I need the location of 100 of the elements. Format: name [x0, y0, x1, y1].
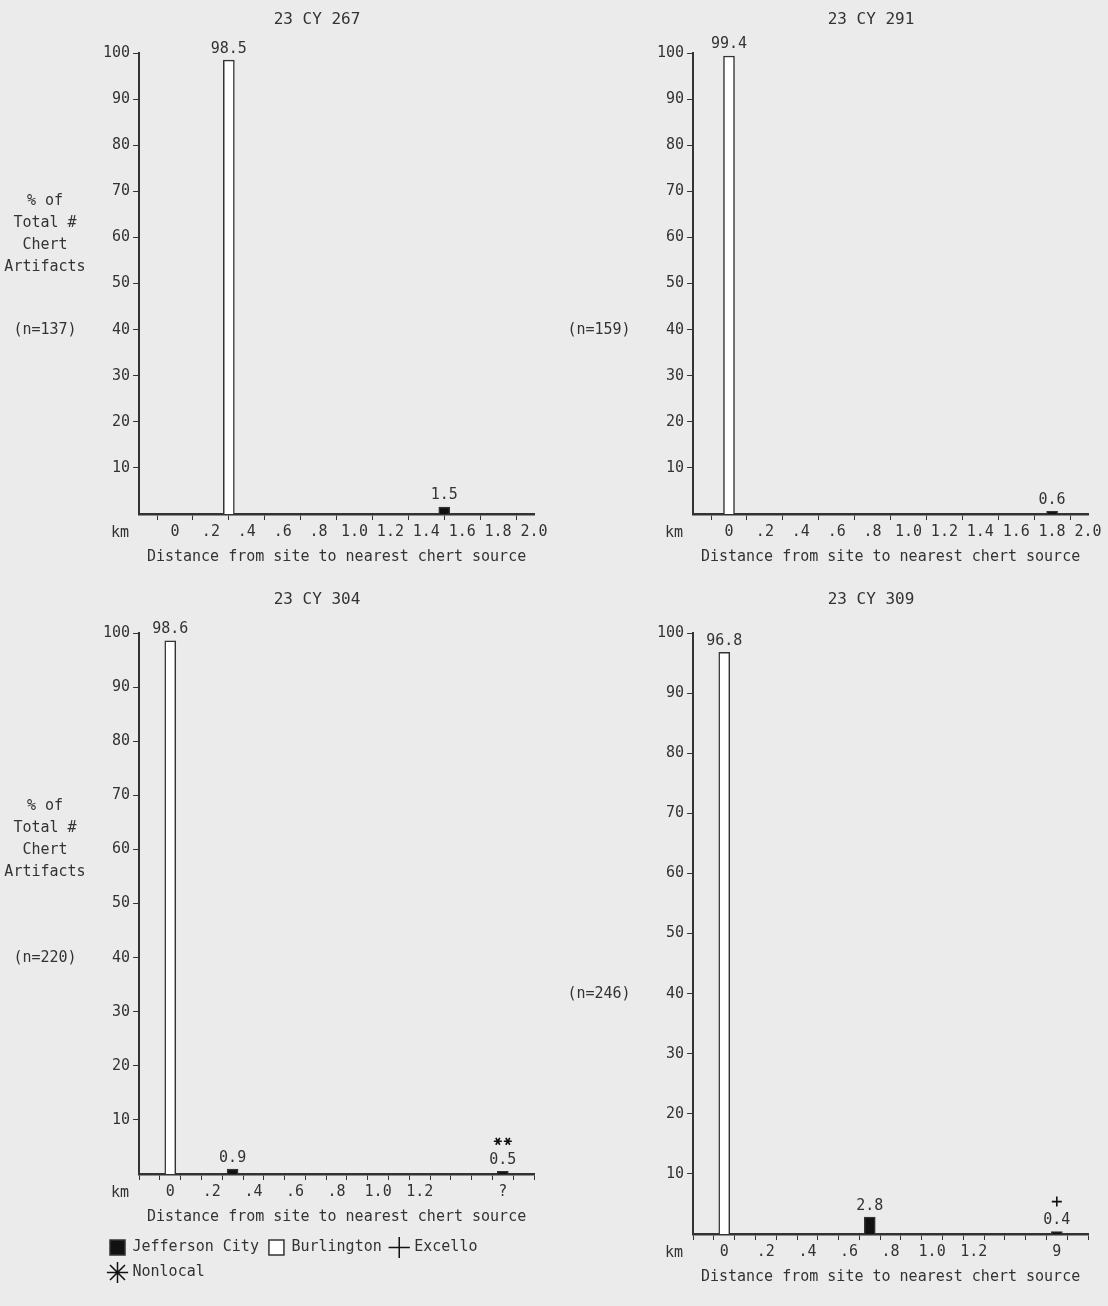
text: (n=159)	[567, 319, 631, 338]
x-tick-label: 1.0	[894, 521, 923, 540]
x-tick-label: 1.0	[340, 521, 369, 540]
data-label: 99.4	[710, 34, 748, 53]
y-tick-label: 10	[112, 1109, 131, 1128]
data-label: 0.9	[219, 1147, 247, 1166]
x-tick-label: 1.6	[1002, 521, 1030, 540]
x-tick-label: .4	[237, 521, 256, 540]
legend-label: Burlington	[291, 1237, 382, 1256]
x-tick-label: 1.4	[412, 521, 440, 540]
text: km	[111, 523, 130, 542]
y-tick-label: 50	[112, 893, 131, 912]
x-tick-label: 1.8	[484, 521, 512, 540]
x-tick-label: 1.2	[960, 1241, 988, 1260]
x-tick-label: 0	[719, 1241, 729, 1260]
text: km	[665, 523, 684, 542]
y-tick-label: 70	[666, 803, 685, 822]
y-tick-label: 50	[112, 273, 131, 292]
y-tick-label: 30	[112, 1001, 131, 1020]
x-tick-label: 1.4	[966, 521, 994, 540]
y-tick-label: 90	[112, 677, 131, 696]
x-tick-label: .2	[201, 521, 220, 540]
x-tick-label: 0	[724, 521, 734, 540]
x-tick-label: .2	[202, 1181, 221, 1200]
chart-title: 23 CY 309	[827, 588, 915, 608]
x-tick-label: 1.8	[1038, 521, 1066, 540]
chart-title: 23 CY 291	[827, 8, 915, 28]
y-tick-label: 60	[112, 227, 131, 246]
y-tick-label: 90	[666, 89, 685, 108]
x-tick-label: 0	[170, 521, 180, 540]
chart-title: 23 CY 304	[273, 588, 361, 608]
y-tick-label: 80	[112, 135, 131, 154]
y-tick-label: 90	[112, 89, 131, 108]
y-tick-label: 40	[666, 319, 685, 338]
y-tick-label: 30	[112, 365, 131, 384]
x-axis-title: Distance from site to nearest chert source	[700, 1266, 1081, 1285]
x-tick-label: .4	[244, 1181, 263, 1200]
x-tick-label: .2	[755, 521, 774, 540]
x-tick-label: .2	[756, 1241, 775, 1260]
y-tick-label: 90	[666, 683, 685, 702]
data-label: 2.8	[856, 1195, 884, 1214]
y-tick-label: 60	[112, 839, 131, 858]
x-tick-label: 9	[1052, 1241, 1062, 1260]
y-tick-label: 70	[112, 181, 131, 200]
y-tick-label: 100	[657, 43, 685, 62]
y-tick-label: 40	[112, 947, 131, 966]
y-tick-label: 10	[112, 457, 131, 476]
data-label: 96.8	[706, 630, 743, 649]
x-tick-label: 1.0	[364, 1181, 392, 1200]
y-tick-label: 80	[112, 731, 131, 750]
y-tick-label: 60	[666, 863, 685, 882]
data-label: 0.4	[1043, 1209, 1071, 1228]
x-tick-label: 1.2	[930, 521, 958, 540]
y-tick-label: 30	[666, 1043, 685, 1062]
x-axis-title: Distance from site to nearest chert source	[700, 546, 1081, 565]
text: km	[665, 1243, 684, 1262]
y-tick-label: 50	[666, 273, 685, 292]
x-tick-label: 1.0	[918, 1241, 946, 1260]
legend-label: Nonlocal	[132, 1262, 205, 1281]
y-tick-label: 100	[103, 623, 131, 642]
x-tick-label: 1.2	[376, 521, 404, 540]
y-tick-label: 100	[103, 43, 131, 62]
y-tick-label: 80	[666, 743, 685, 762]
y-axis-title: % of Total # Chert Artifacts	[4, 796, 86, 881]
text: (n=137)	[13, 319, 77, 338]
x-tick-label: .6	[827, 521, 846, 540]
data-label: 98.5	[210, 38, 247, 57]
y-tick-label: 30	[666, 365, 685, 384]
legend-label: Jefferson City	[132, 1237, 259, 1256]
y-tick-label: 20	[666, 1103, 685, 1122]
y-tick-label: 40	[112, 319, 131, 338]
y-tick-label: 50	[666, 923, 685, 942]
y-tick-label: 60	[666, 227, 685, 246]
x-tick-label: ?	[498, 1181, 508, 1200]
data-label: 98.6	[152, 619, 189, 638]
x-tick-label: 2.0	[520, 521, 548, 540]
x-axis-title: Distance from site to nearest chert source	[146, 1206, 527, 1225]
y-tick-label: 80	[666, 135, 685, 154]
x-tick-label: 1.2	[406, 1181, 434, 1200]
x-tick-label: .6	[839, 1241, 859, 1260]
x-tick-label: .8	[863, 521, 882, 540]
y-tick-label: 70	[112, 785, 131, 804]
y-tick-label: 20	[666, 411, 685, 430]
x-tick-label: .6	[285, 1181, 305, 1200]
y-tick-label: 20	[112, 1055, 131, 1074]
text: km	[111, 1183, 130, 1202]
x-tick-label: .8	[881, 1241, 900, 1260]
chart-title: 23 CY 267	[273, 8, 361, 28]
y-tick-label: 40	[666, 983, 685, 1002]
data-label: 0.5	[489, 1149, 517, 1168]
x-tick-label: .6	[273, 521, 292, 540]
text: (n=220)	[13, 947, 77, 966]
x-tick-label: 1.6	[448, 521, 476, 540]
x-tick-label: .8	[309, 521, 328, 540]
text: (n=246)	[567, 983, 631, 1002]
y-tick-label: 20	[112, 411, 131, 430]
y-tick-label: 70	[666, 181, 685, 200]
data-label: 1.5	[430, 485, 458, 504]
data-label: 0.6	[1038, 489, 1066, 508]
x-tick-label: .4	[791, 521, 810, 540]
